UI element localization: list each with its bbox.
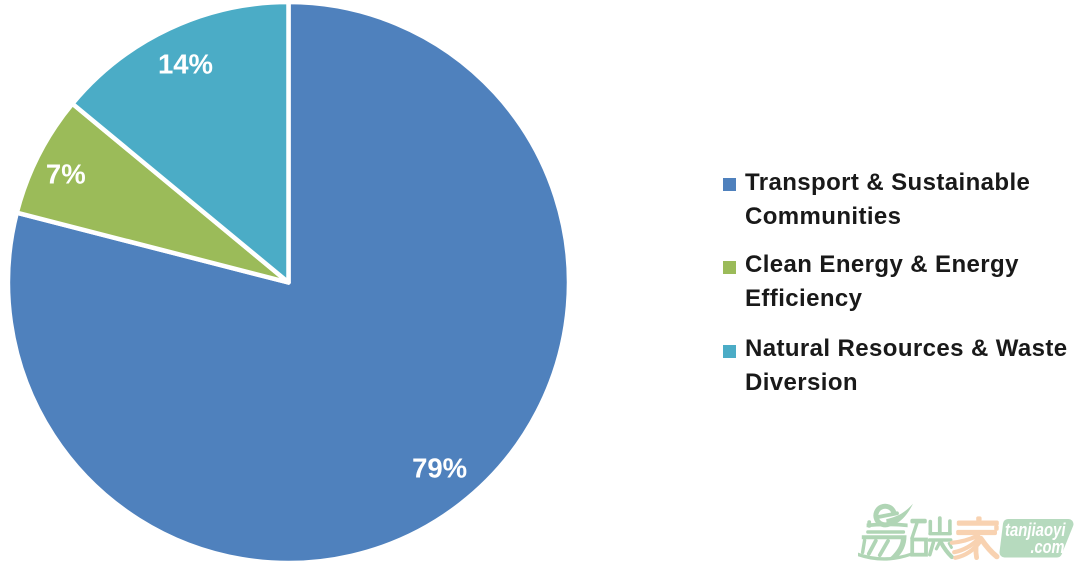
svg-text:.com: .com — [1031, 536, 1065, 557]
svg-text:tanjiaoyi: tanjiaoyi — [1005, 519, 1066, 540]
svg-text:14%: 14% — [158, 49, 213, 80]
svg-text:79%: 79% — [412, 452, 467, 483]
svg-text:7%: 7% — [46, 159, 86, 190]
